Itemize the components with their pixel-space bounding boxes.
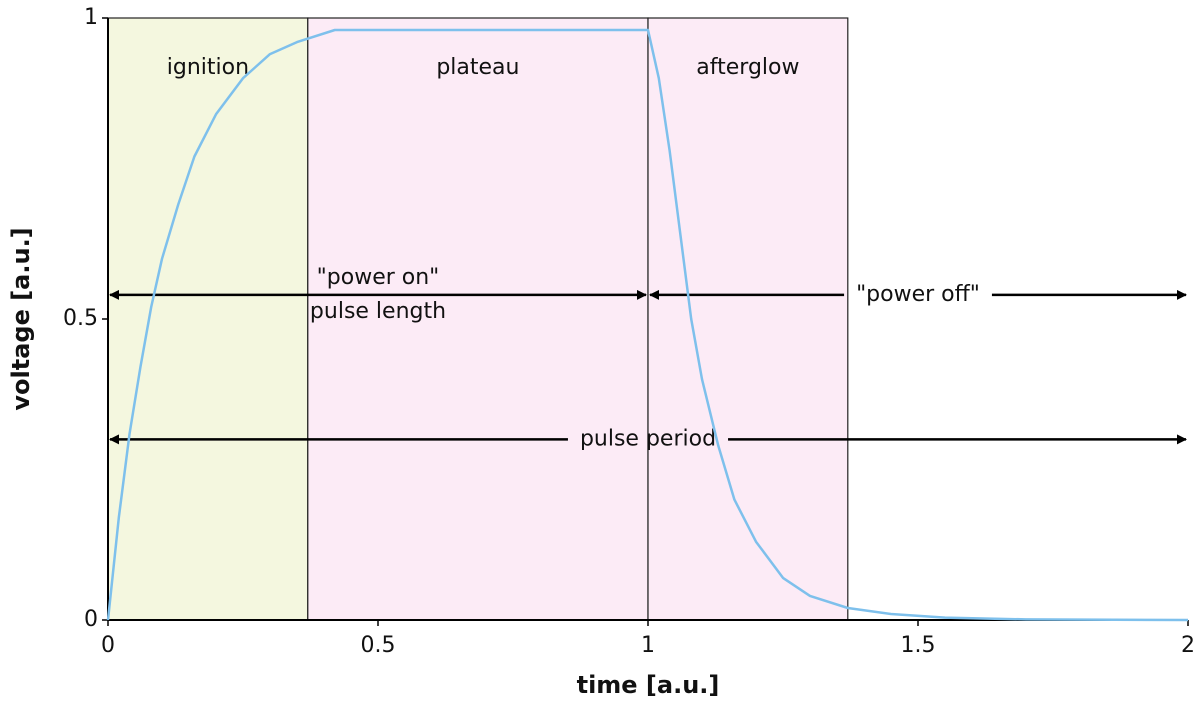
region-label: afterglow [696, 55, 799, 80]
line [106, 28, 1189, 622]
arrow-label: "power on" [317, 265, 440, 290]
region-label: plateau [436, 55, 519, 80]
x-tick-label: 0 [101, 633, 115, 658]
region [647, 17, 849, 621]
region-label: ignition [167, 55, 249, 80]
region [307, 17, 649, 621]
x-tick-label: 2 [1181, 633, 1195, 658]
x-tick-label: 1 [641, 633, 655, 658]
arrow-label: pulse length [310, 299, 446, 324]
y-tick-label: 0.5 [63, 306, 98, 331]
y-tick-label: 0 [84, 607, 98, 632]
arrow-label: "power off" [856, 282, 980, 307]
arrow-label: pulse period [580, 426, 716, 451]
x-tick-label: 0.5 [361, 633, 396, 658]
region [107, 17, 309, 621]
x-tick-label: 1.5 [901, 633, 936, 658]
y-tick-label: 1 [84, 5, 98, 30]
x-axis-label: time [a.u.] [577, 671, 720, 699]
y-axis-label: voltage [a.u.] [7, 227, 35, 410]
